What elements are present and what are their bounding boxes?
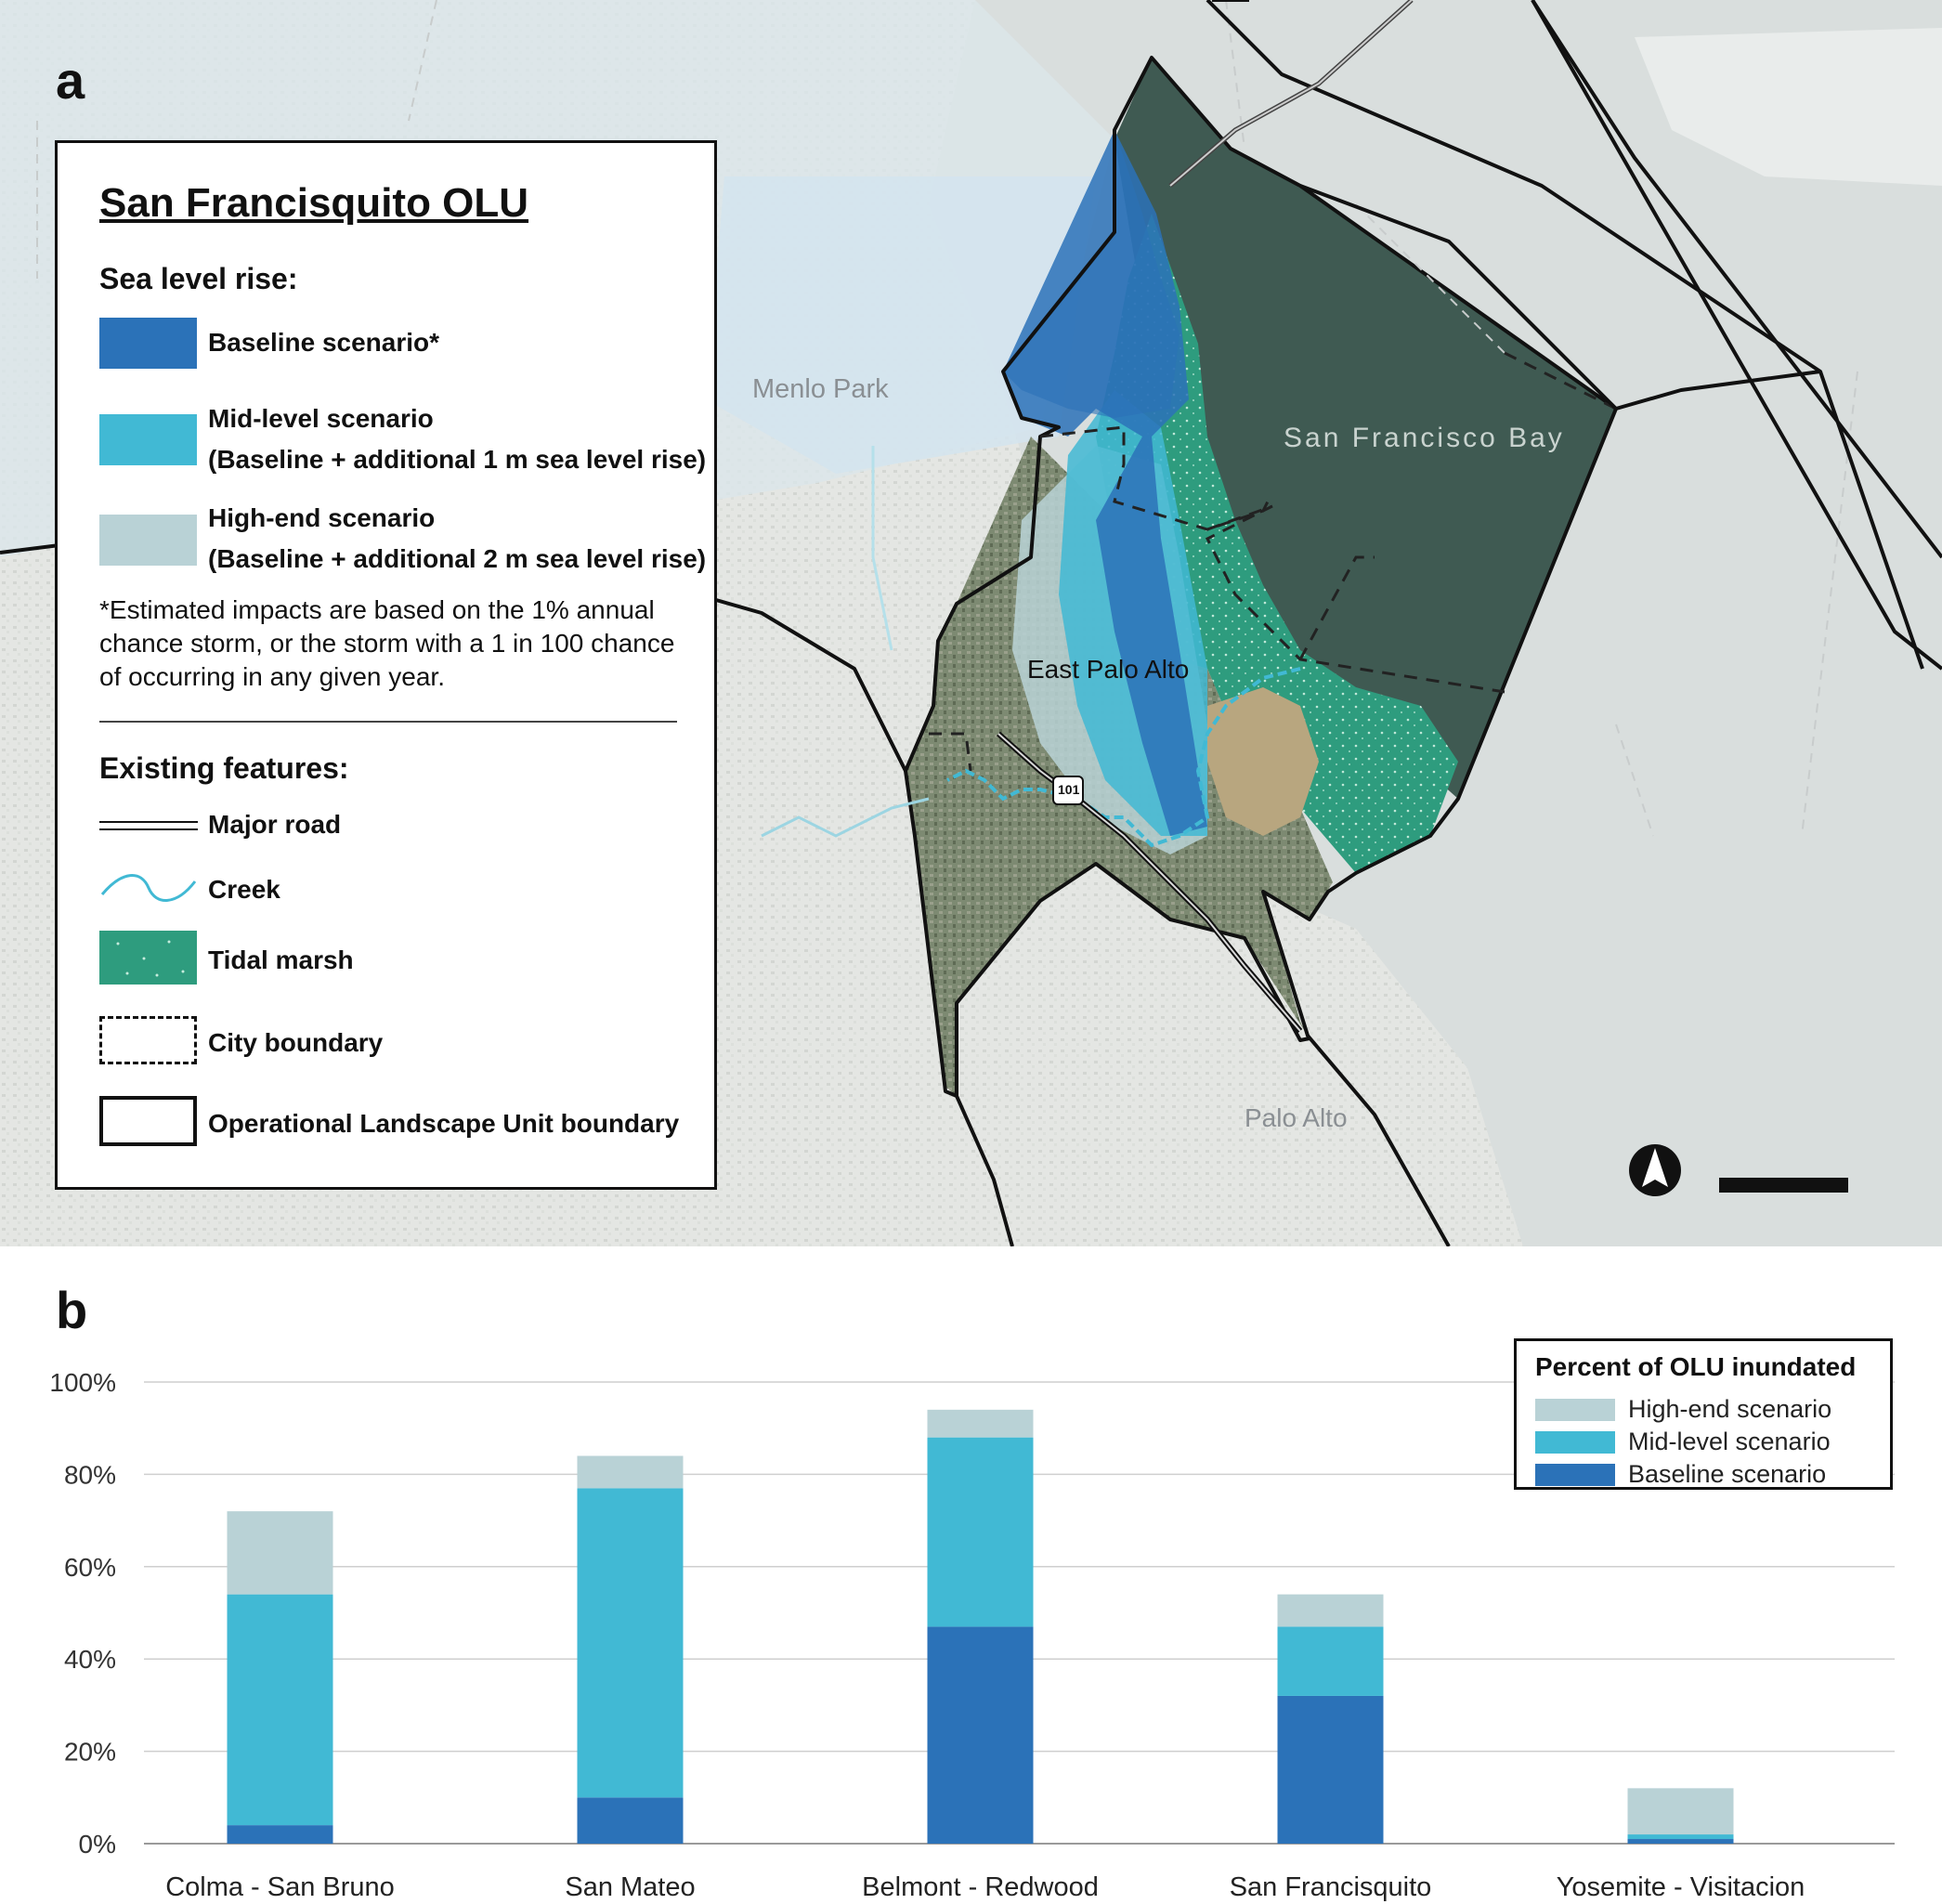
bar-high-end-scenario (927, 1409, 1034, 1438)
olu-boundary-label: Operational Landscape Unit boundary (208, 1109, 680, 1138)
tidal-marsh-label: Tidal marsh (208, 945, 354, 974)
bar-baseline-scenario (1627, 1839, 1734, 1844)
bar-high-end-scenario (1277, 1594, 1384, 1627)
bar-baseline-scenario (227, 1825, 333, 1844)
y-tick-label: 60% (64, 1553, 116, 1582)
chart-legend-label-mid: Mid-level scenario (1628, 1428, 1831, 1455)
place-label-palo-alto: Palo Alto (1245, 1103, 1348, 1132)
tidal-marsh-swatch (99, 931, 197, 985)
bar-chart: 0% 20% 40% 60% 80% 100% Colma - San Bruno San M… (49, 1368, 1895, 1902)
olu-boundary (904, 56, 1618, 1098)
flood-baseline-ponds[interactable] (1003, 130, 1180, 418)
baseline-swatch (99, 318, 197, 369)
mid-level-swatch (99, 414, 197, 465)
bar-mid-level-scenario (577, 1488, 684, 1798)
panel-letter-b: b (56, 1281, 88, 1339)
place-label-menlo-park: Menlo Park (752, 374, 889, 404)
bar-mid-level-scenario (1277, 1626, 1384, 1696)
chart-panel: b 0% 20% 40% 60% 80% 100% Colma - San Bruno San… (0, 1246, 1942, 1904)
y-tick-label: 20% (64, 1738, 116, 1767)
high-end-label-1: High-end scenario (208, 503, 436, 532)
major-road-symbol (99, 821, 198, 830)
bar-mid-level-scenario (927, 1437, 1034, 1627)
city-boundary-label: City boundary (208, 1028, 384, 1057)
x-category-label: San Francisquito (1230, 1872, 1432, 1902)
y-tick-label: 40% (64, 1645, 116, 1674)
tidal-marsh-dots (116, 940, 185, 977)
chart-legend-swatch-high (1535, 1399, 1615, 1421)
high-end-swatch (99, 515, 197, 566)
chart-legend-swatch-baseline (1535, 1464, 1615, 1486)
bar-high-end-scenario (577, 1455, 684, 1489)
mid-level-label-2: (Baseline + additional 1 m sea level ris… (208, 445, 707, 474)
bar-baseline-scenario (577, 1797, 684, 1844)
chart-legend-title: Percent of OLU inundated (1535, 1352, 1857, 1381)
creek-label: Creek (208, 875, 280, 904)
golf-course (1207, 687, 1319, 836)
salt-pond (1635, 28, 1942, 186)
bar-high-end-scenario (227, 1511, 333, 1595)
chart-legend-label-high: High-end scenario (1628, 1395, 1832, 1423)
panel-letter-a: a (56, 51, 85, 110)
city-boundaries (929, 351, 1617, 772)
north-arrow-icon (1629, 1144, 1681, 1196)
legend-divider (99, 721, 677, 723)
olu-boundary-symbol (99, 1096, 197, 1146)
olu-bay-area[interactable] (1114, 58, 1616, 799)
bar-high-end-scenario (1627, 1788, 1734, 1835)
highway-shield-101 (1052, 776, 1084, 805)
chart-legend-swatch-mid (1535, 1431, 1615, 1454)
bar-mid-level-scenario (227, 1594, 333, 1826)
features-heading: Existing features: (99, 751, 349, 785)
bar-mid-level-scenario (1627, 1834, 1734, 1840)
chart-legend: Percent of OLU inundated High-end scenar… (1514, 1338, 1893, 1490)
creek-symbol (100, 874, 197, 902)
city-boundary-symbol (99, 1016, 197, 1064)
x-category-label: San Mateo (565, 1872, 695, 1902)
chart-legend-label-baseline: Baseline scenario (1628, 1460, 1827, 1488)
x-category-label: Belmont - Redwood (862, 1872, 1099, 1902)
sea-level-heading: Sea level rise: (99, 262, 298, 295)
creek-west (761, 797, 930, 838)
bar-baseline-scenario (1277, 1695, 1384, 1844)
baseline-label: Baseline scenario* (208, 328, 440, 357)
legend-title: San Francisquito OLU (99, 180, 529, 226)
major-road-label: Major road (208, 810, 342, 839)
city-boundaries-faint (36, 0, 1858, 837)
place-label-east-palo-alto: East Palo Alto (1027, 655, 1190, 684)
legend-note: *Estimated impacts are based on the 1% a… (99, 595, 675, 691)
y-tick-label: 0% (79, 1830, 116, 1858)
high-end-label-2: (Baseline + additional 2 m sea level ris… (208, 544, 707, 573)
mid-level-label-1: Mid-level scenario (208, 404, 434, 433)
x-category-label: Yosemite - Visitacion (1557, 1872, 1805, 1902)
y-tick-label: 100% (49, 1368, 116, 1397)
scale-bar (1719, 1178, 1848, 1193)
highway-shield-label: 101 (1058, 782, 1080, 797)
x-category-label: Colma - San Bruno (165, 1872, 395, 1902)
y-tick-label: 80% (64, 1460, 116, 1489)
bar-baseline-scenario (927, 1626, 1034, 1844)
menlo-park-shoreline-tint (706, 176, 1096, 474)
map-legend: San Francisquito OLU Sea level rise: Bas… (55, 140, 717, 1190)
place-label-san-francisco-bay: San Francisco Bay (1284, 423, 1565, 453)
map-panel: a Menlo Park San Francisco Bay East Palo… (0, 0, 1942, 1246)
